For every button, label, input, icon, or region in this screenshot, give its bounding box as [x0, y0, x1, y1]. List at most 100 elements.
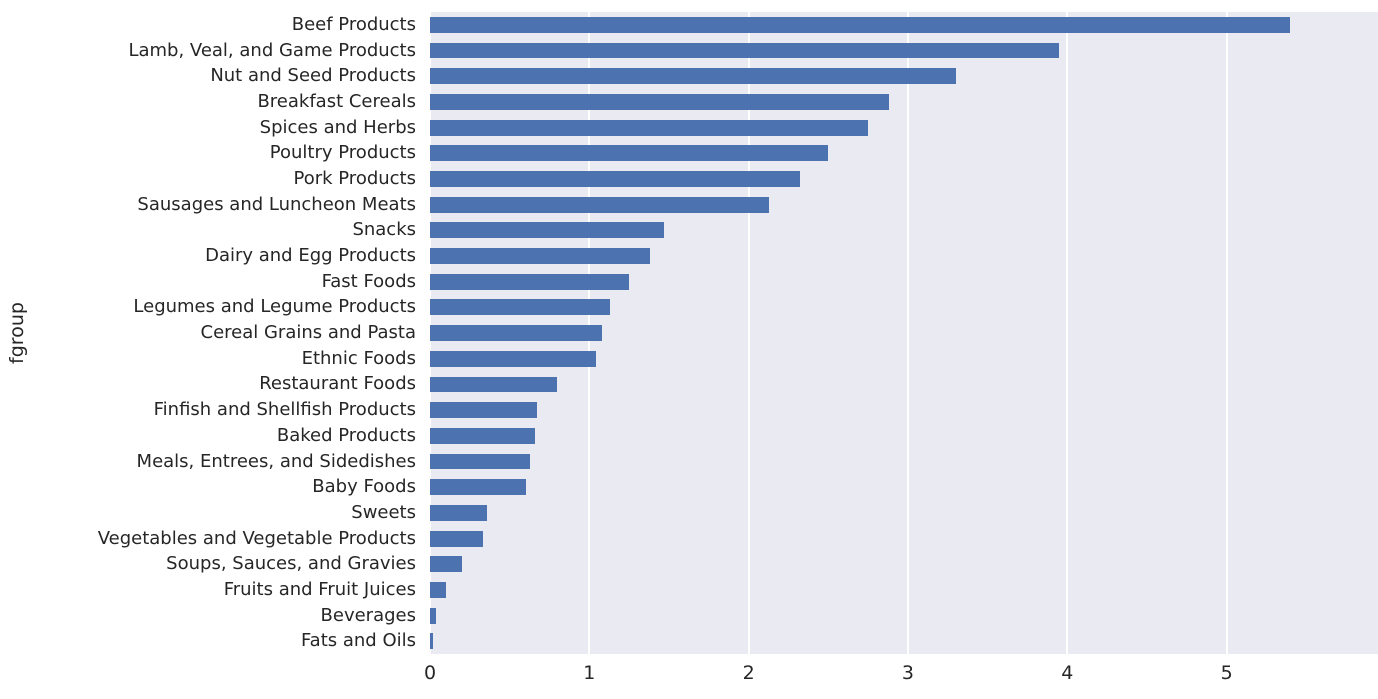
- bar-row: Sweets: [0, 500, 1378, 526]
- category-label: Fast Foods: [321, 270, 416, 292]
- bar: [430, 196, 770, 213]
- bar: [430, 325, 603, 342]
- bar: [430, 376, 558, 393]
- bar-row: Legumes and Legume Products: [0, 295, 1378, 321]
- bar-track: [430, 320, 1378, 346]
- bar: [430, 427, 536, 444]
- bar-track: [430, 577, 1378, 603]
- category-label: Fruits and Fruit Juices: [223, 578, 416, 600]
- x-axis-ticks: 0 1 2 3 4 5: [424, 662, 1378, 692]
- bar: [430, 93, 889, 110]
- bar-track: [430, 372, 1378, 398]
- bar: [430, 119, 869, 136]
- category-label: Nut and Seed Products: [210, 65, 416, 87]
- category-label: Cereal Grains and Pasta: [200, 322, 417, 344]
- bar-track: [430, 346, 1378, 372]
- bar-track: [430, 474, 1378, 500]
- bar-row: Finfish and Shellfish Products: [0, 397, 1378, 423]
- bar: [430, 299, 611, 316]
- gridline: [1066, 12, 1069, 654]
- bar-track: [430, 526, 1378, 552]
- bar: [430, 402, 537, 419]
- bar: [430, 556, 462, 573]
- bar: [430, 16, 1291, 33]
- bar-track: [430, 38, 1378, 64]
- x-tick-label: 2: [742, 662, 755, 684]
- bar-track: [430, 397, 1378, 423]
- bar-row: Spices and Herbs: [0, 115, 1378, 141]
- category-label: Snacks: [352, 219, 416, 241]
- category-label: Dairy and Egg Products: [205, 245, 416, 267]
- bar-track: [430, 12, 1378, 38]
- bar-row: Pork Products: [0, 166, 1378, 192]
- category-label: Lamb, Veal, and Game Products: [128, 39, 416, 61]
- bar: [430, 42, 1060, 59]
- category-label: Baby Foods: [312, 476, 416, 498]
- category-label: Sweets: [351, 501, 416, 523]
- bar-row: Fats and Oils: [0, 629, 1378, 655]
- bar-row: Fruits and Fruit Juices: [0, 577, 1378, 603]
- bar-track: [430, 449, 1378, 475]
- category-label: Spices and Herbs: [259, 116, 416, 138]
- x-tick-label: 1: [583, 662, 596, 684]
- bar: [430, 171, 800, 187]
- category-label: Pork Products: [293, 167, 417, 189]
- category-label: Baked Products: [276, 424, 416, 446]
- bar-row: Baby Foods: [0, 474, 1378, 500]
- bar-track: [430, 140, 1378, 166]
- bar: [430, 145, 829, 162]
- x-tick-label: 0: [423, 662, 437, 684]
- bar-row: Snacks: [0, 218, 1378, 244]
- bar-track: [430, 269, 1378, 295]
- category-label: Ethnic Foods: [301, 347, 416, 369]
- bar-row: Baked Products: [0, 423, 1378, 449]
- bar-track: [430, 115, 1378, 141]
- bar: [430, 248, 650, 264]
- bar-track: [430, 166, 1378, 192]
- gridline: [747, 12, 750, 654]
- x-tick-label: 4: [1061, 662, 1074, 684]
- gridline: [1225, 12, 1228, 654]
- bar-row: Dairy and Egg Products: [0, 243, 1378, 269]
- bar-row: Vegetables and Vegetable Products: [0, 526, 1378, 552]
- bar-track: [430, 603, 1378, 629]
- bar-track: [430, 89, 1378, 115]
- gridline: [906, 12, 909, 654]
- bar: [430, 350, 596, 367]
- category-label: Poultry Products: [269, 142, 416, 164]
- bar-track: [430, 295, 1378, 321]
- bar-row: Poultry Products: [0, 140, 1378, 166]
- bar-track: [430, 192, 1378, 218]
- category-label: Sausages and Luncheon Meats: [137, 193, 416, 215]
- bar-track: [430, 551, 1378, 577]
- bar-rows: Beef Products Lamb, Veal, and Game Produc…: [0, 12, 1378, 654]
- bar-row: Meals, Entrees, and Sidedishes: [0, 449, 1378, 475]
- bar: [430, 530, 483, 547]
- bar-row: Ethnic Foods: [0, 346, 1378, 372]
- bar: [430, 582, 446, 598]
- bar: [430, 453, 531, 470]
- bar-track: [430, 243, 1378, 269]
- bar-row: Nut and Seed Products: [0, 63, 1378, 89]
- category-label: Beef Products: [291, 13, 416, 35]
- bar-row: Soups, Sauces, and Gravies: [0, 551, 1378, 577]
- bar-track: [430, 500, 1378, 526]
- bar-row: Lamb, Veal, and Game Products: [0, 38, 1378, 64]
- x-tick-label: 5: [1220, 662, 1233, 684]
- bar-track: [430, 63, 1378, 89]
- bar: [430, 222, 665, 239]
- category-label: Soups, Sauces, and Gravies: [166, 553, 416, 575]
- bar-row: Restaurant Foods: [0, 372, 1378, 398]
- bar-row: Breakfast Cereals: [0, 89, 1378, 115]
- bar-row: Cereal Grains and Pasta: [0, 320, 1378, 346]
- category-label: Restaurant Foods: [259, 373, 416, 395]
- bar-row: Sausages and Luncheon Meats: [0, 192, 1378, 218]
- category-label: Beverages: [320, 604, 416, 626]
- bar: [430, 504, 488, 521]
- bar-row: Beef Products: [0, 12, 1378, 38]
- bar: [430, 68, 956, 85]
- bar-track: [430, 423, 1378, 449]
- category-label: Vegetables and Vegetable Products: [97, 527, 416, 549]
- bar-track: [430, 218, 1378, 244]
